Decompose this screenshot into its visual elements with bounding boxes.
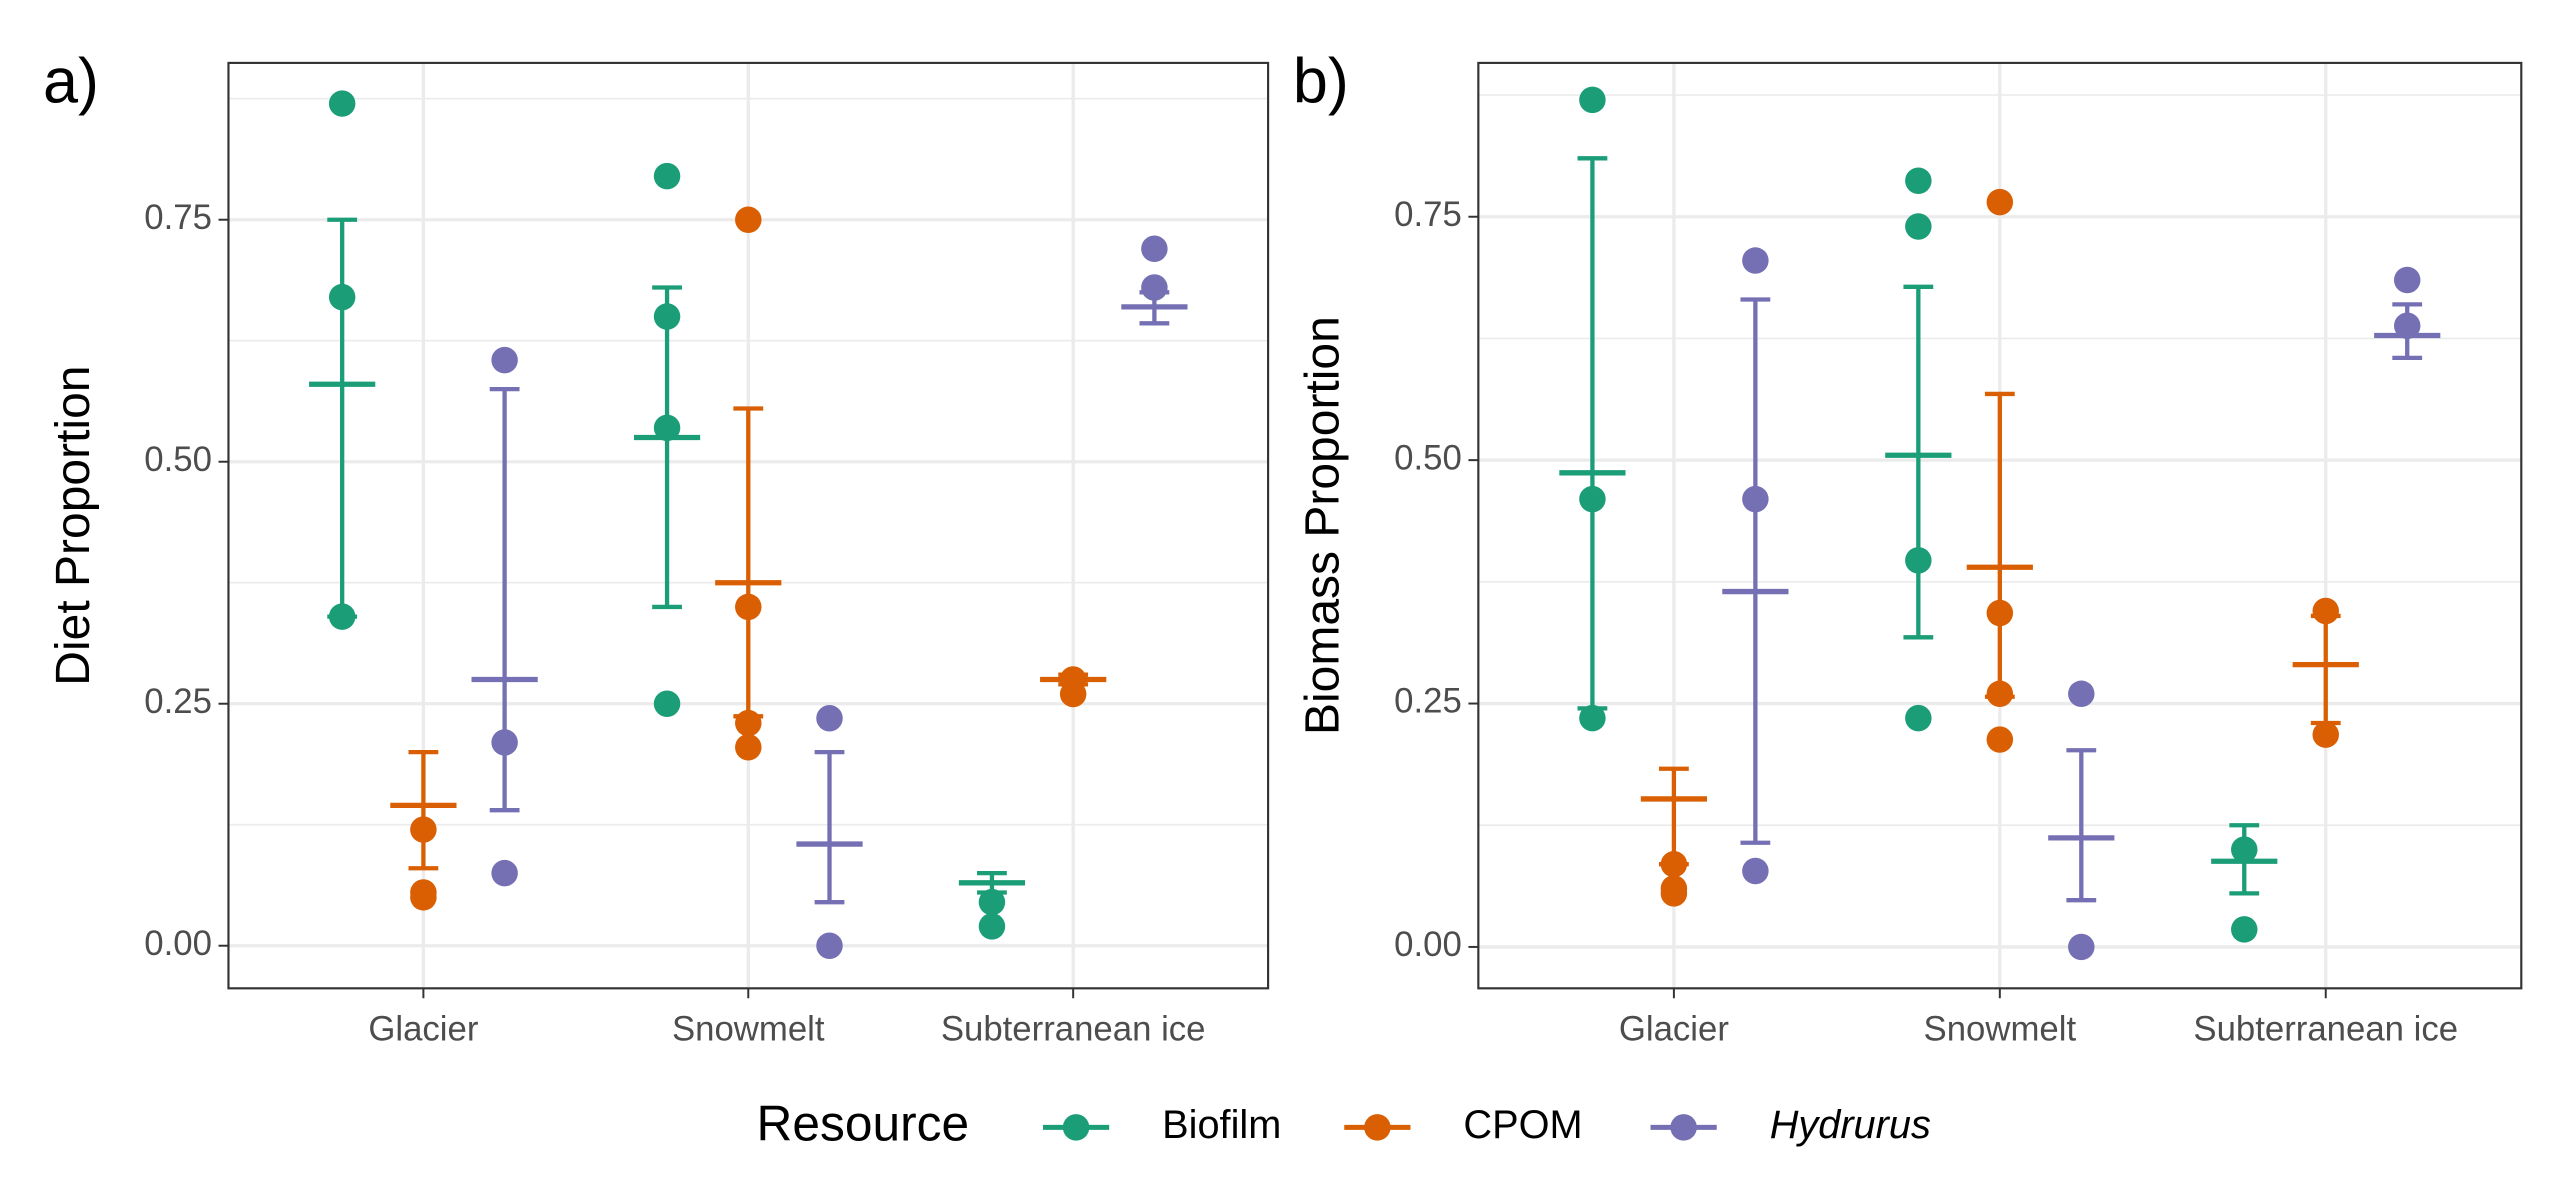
panel-label: a) bbox=[43, 47, 99, 117]
point bbox=[328, 90, 356, 117]
legend-title: Resource bbox=[757, 1096, 970, 1152]
point bbox=[653, 162, 681, 190]
y-tick-label: 0.25 bbox=[1394, 683, 1462, 721]
point bbox=[328, 283, 356, 311]
point bbox=[2068, 680, 2095, 708]
legend-label: CPOM bbox=[1463, 1103, 1582, 1147]
point bbox=[1579, 704, 1606, 732]
x-tick-label: Subterranean ice bbox=[2193, 1011, 2458, 1049]
y-axis-title: Biomass Proportion bbox=[1297, 316, 1350, 735]
point bbox=[1986, 188, 2014, 216]
x-tick-label: Glacier bbox=[368, 1011, 478, 1049]
y-tick-label: 0.75 bbox=[144, 199, 212, 237]
point bbox=[328, 603, 356, 630]
point bbox=[491, 859, 518, 887]
y-tick-label: 0.25 bbox=[144, 683, 212, 721]
point bbox=[2068, 933, 2095, 961]
point bbox=[1579, 485, 1606, 513]
point bbox=[816, 705, 843, 732]
y-axis-title: Diet Proportion bbox=[47, 366, 100, 686]
y-tick-label: 0.50 bbox=[144, 441, 212, 479]
y-tick-label: 0.00 bbox=[144, 925, 212, 963]
point bbox=[2231, 836, 2258, 863]
point bbox=[410, 816, 437, 843]
point bbox=[735, 593, 762, 621]
point bbox=[2231, 916, 2258, 943]
legend-label: Hydrurus bbox=[1770, 1103, 1931, 1147]
legend-label: Biofilm bbox=[1162, 1103, 1281, 1147]
legend-key-point bbox=[1364, 1114, 1391, 1141]
point bbox=[1660, 880, 1688, 907]
point bbox=[1905, 547, 1932, 574]
point bbox=[1059, 680, 1087, 708]
x-tick-label: Glacier bbox=[1619, 1011, 1729, 1049]
y-tick-label: 0.00 bbox=[1394, 926, 1462, 964]
point bbox=[491, 729, 518, 756]
point bbox=[2312, 597, 2339, 625]
point bbox=[735, 206, 762, 233]
point bbox=[978, 888, 1006, 916]
point bbox=[735, 734, 762, 761]
point bbox=[1579, 86, 1606, 114]
point bbox=[410, 884, 437, 911]
point bbox=[653, 690, 681, 717]
x-tick-label: Snowmelt bbox=[1924, 1011, 2077, 1049]
point bbox=[2393, 266, 2421, 294]
legend-key-point bbox=[1670, 1114, 1697, 1141]
point bbox=[1986, 599, 2014, 627]
point bbox=[653, 414, 681, 442]
point bbox=[1141, 274, 1168, 301]
x-tick-label: Subterranean ice bbox=[941, 1011, 1206, 1049]
point bbox=[1905, 167, 1932, 194]
point bbox=[2393, 312, 2421, 340]
point bbox=[1742, 857, 1769, 885]
point bbox=[1141, 235, 1168, 263]
point bbox=[2312, 721, 2339, 748]
point bbox=[1742, 485, 1769, 513]
point bbox=[653, 303, 681, 330]
legend-key-point bbox=[1062, 1114, 1090, 1141]
plot-border bbox=[227, 61, 1270, 990]
point bbox=[978, 913, 1006, 940]
x-tick-label: Snowmelt bbox=[672, 1011, 825, 1049]
point bbox=[1986, 680, 2014, 708]
point bbox=[1660, 850, 1688, 878]
point bbox=[491, 346, 518, 374]
y-tick-label: 0.50 bbox=[1394, 439, 1462, 477]
point bbox=[1742, 247, 1769, 274]
point bbox=[1905, 213, 1932, 240]
point bbox=[1986, 726, 2014, 753]
y-tick-label: 0.75 bbox=[1394, 196, 1462, 234]
plot-border bbox=[1477, 61, 2523, 990]
point bbox=[816, 932, 843, 959]
point bbox=[1905, 704, 1932, 732]
point bbox=[735, 709, 762, 737]
panel-label: b) bbox=[1293, 47, 1349, 117]
